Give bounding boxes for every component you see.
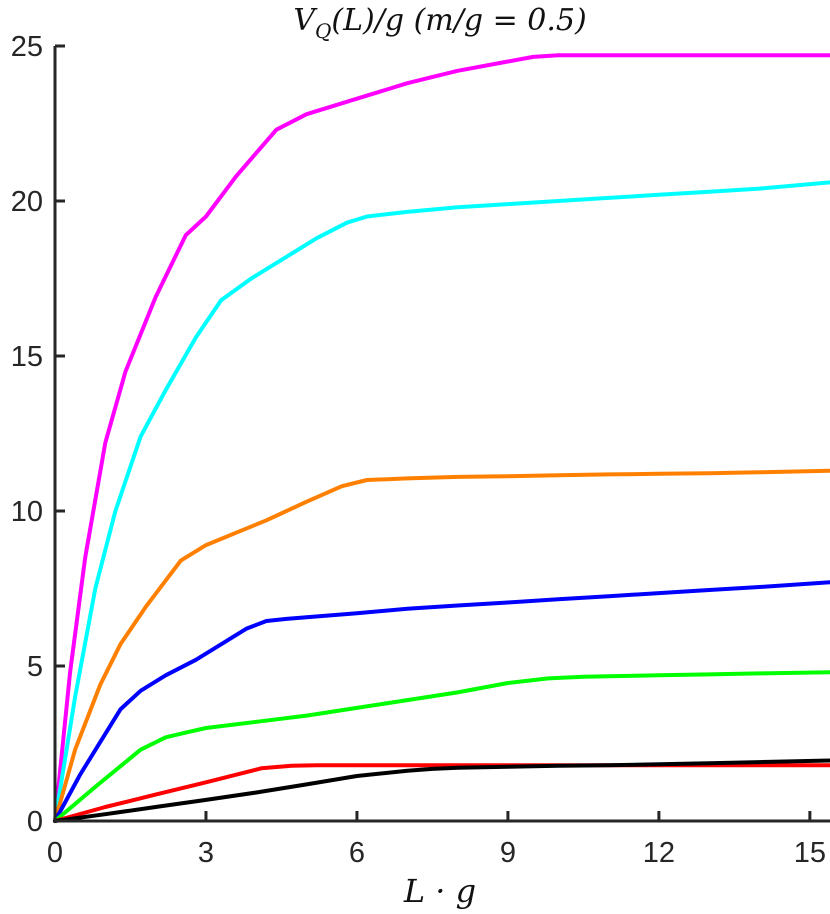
x-tick-label: 12 xyxy=(643,837,675,869)
x-tick-label: 9 xyxy=(500,837,516,869)
series-line-4 xyxy=(53,580,830,823)
y-tick-label: 15 xyxy=(11,341,43,373)
axes-layer xyxy=(53,46,830,823)
x-tick-label: 0 xyxy=(47,837,63,869)
y-tick-label: 0 xyxy=(27,806,43,838)
x-axis-label: L · g xyxy=(403,872,476,910)
y-tick-label: 10 xyxy=(11,496,43,528)
x-tick-label: 15 xyxy=(794,837,826,869)
series-line-7 xyxy=(53,758,830,823)
y-tick-label: 25 xyxy=(11,31,43,63)
series-line-5 xyxy=(53,670,830,823)
y-tick-label: 20 xyxy=(11,186,43,218)
series-line-3 xyxy=(53,468,830,823)
chart-title-rest: (L)/g (m/g = 0.5) xyxy=(331,3,586,38)
y-tick-label: 5 xyxy=(27,651,43,683)
tick-layer: 0 3 6 9 12 15 0 5 10 15 20 25 xyxy=(11,31,826,869)
chart-title: VQ(L)/g (m/g = 0.5) xyxy=(293,3,586,43)
series-line-1 xyxy=(53,53,830,823)
chart-title-main: V xyxy=(293,3,318,38)
series-layer xyxy=(53,53,830,823)
series-line-6 xyxy=(53,763,830,823)
chart-title-subscript: Q xyxy=(315,19,331,43)
x-tick-label: 6 xyxy=(349,837,365,869)
series-line-2 xyxy=(53,180,830,823)
x-tick-label: 3 xyxy=(198,837,214,869)
